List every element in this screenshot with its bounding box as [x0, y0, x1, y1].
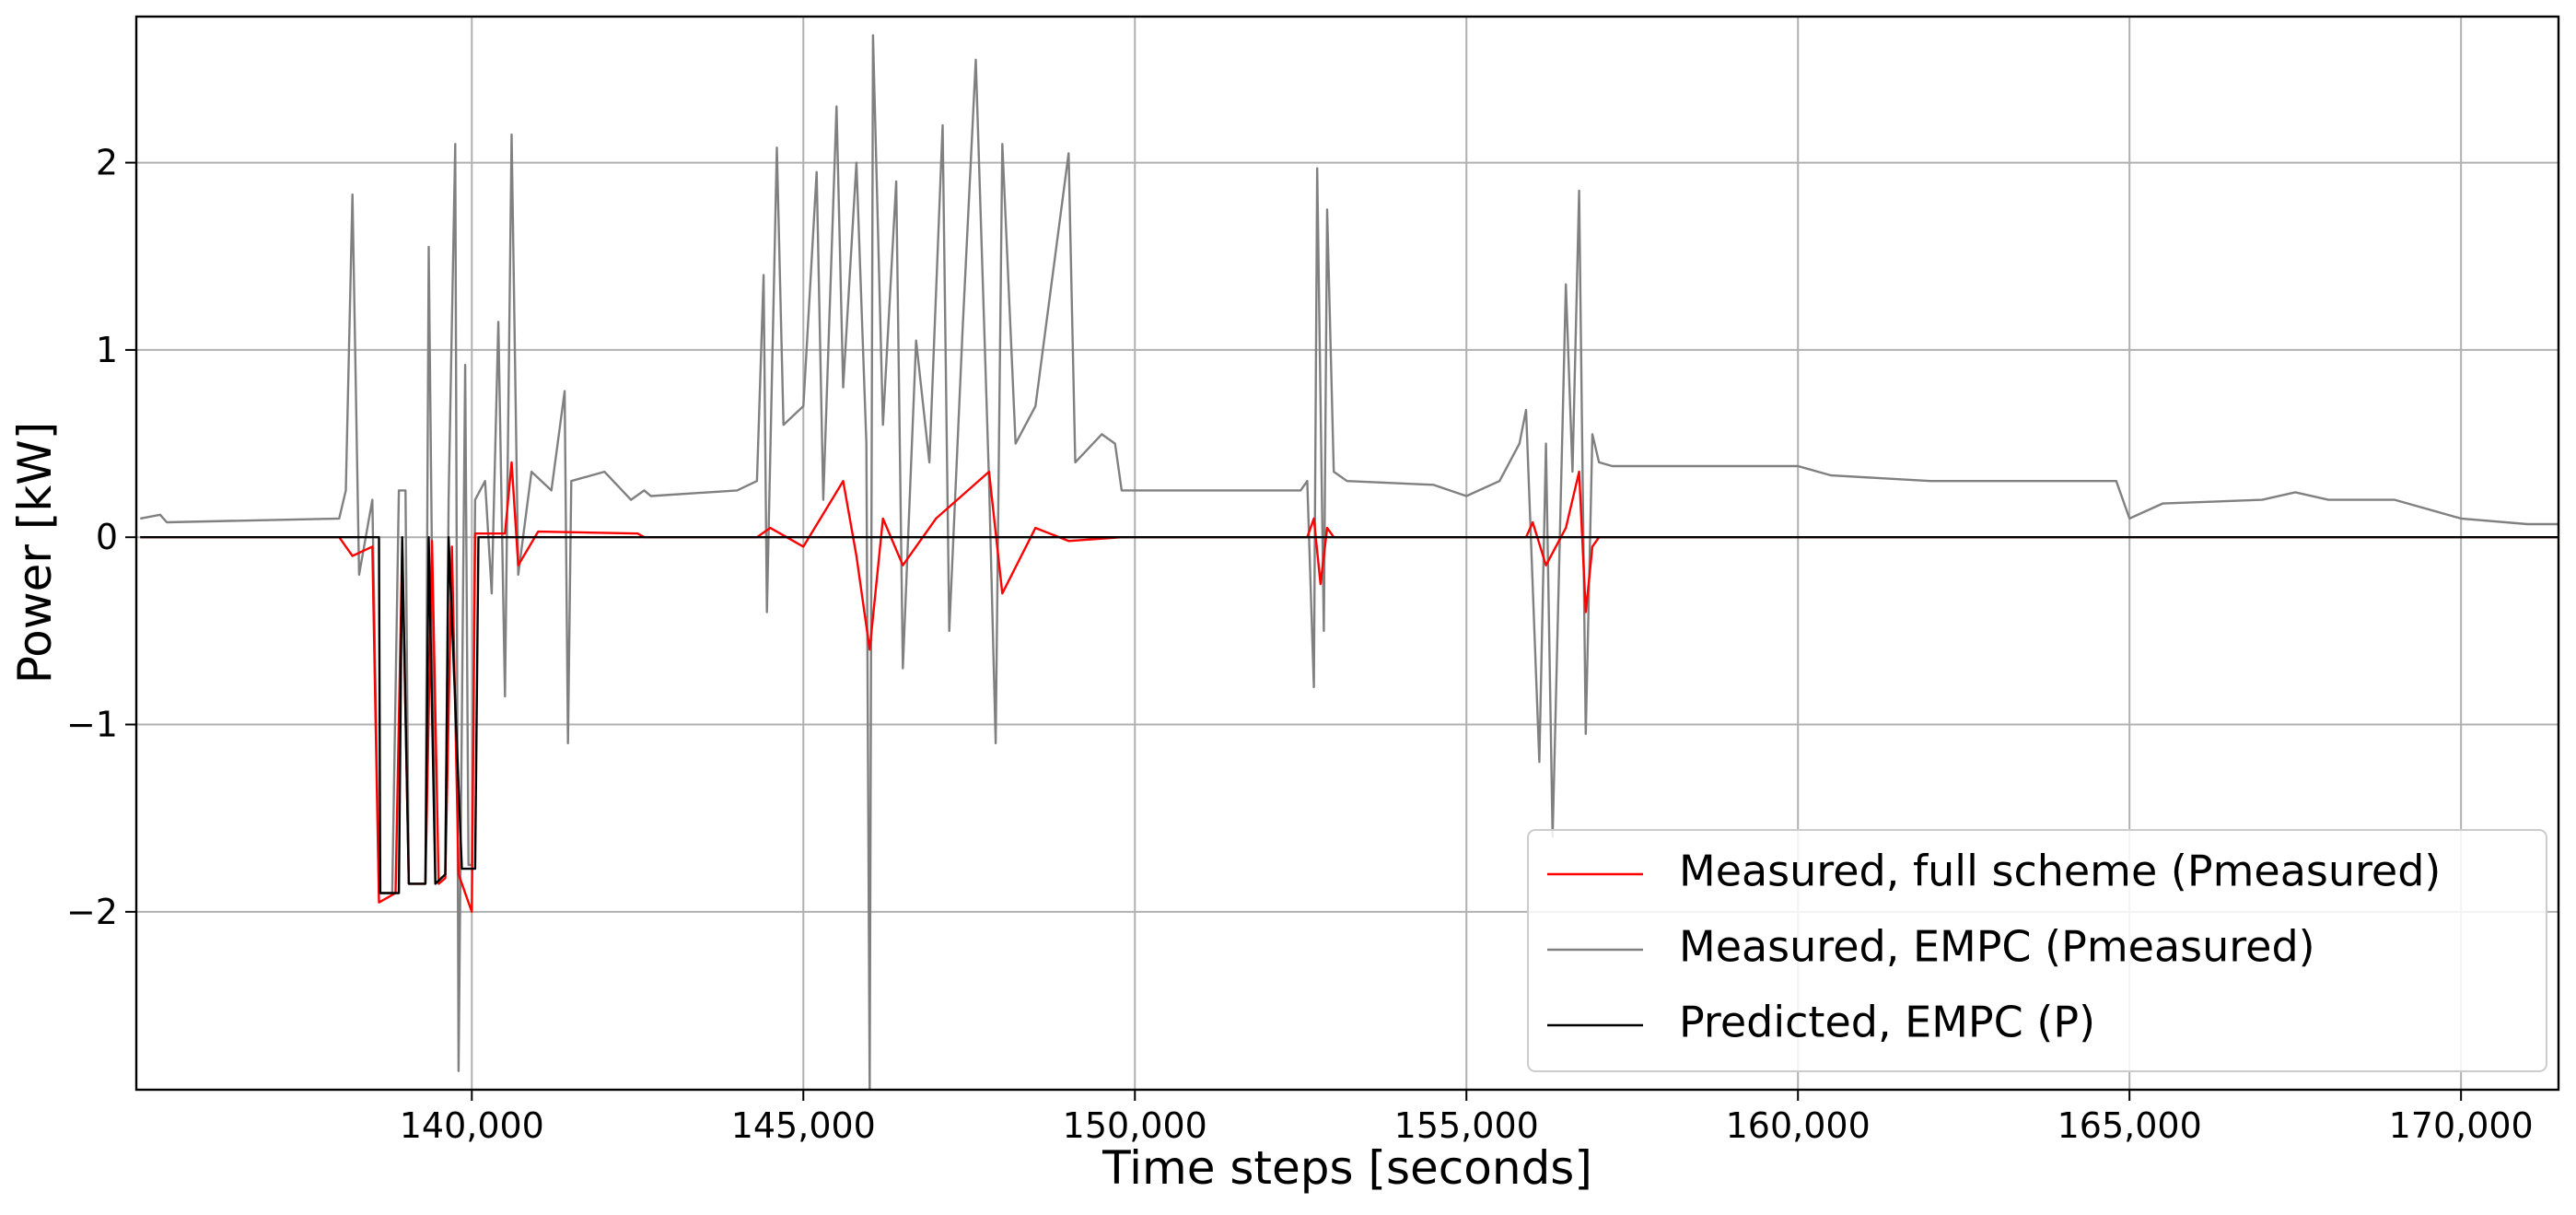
x-tick-label: 165,000 — [2057, 1105, 2202, 1146]
x-axis-label: Time steps [seconds] — [1102, 1141, 1592, 1195]
legend-box — [1527, 829, 2547, 1072]
plot-frame — [134, 15, 2560, 1092]
x-tick-label: 150,000 — [1063, 1105, 1207, 1146]
legend-label: Measured, full scheme (Pmeasured) — [1679, 847, 2441, 896]
x-tick-label: 160,000 — [1726, 1105, 1871, 1146]
y-tick-label: −1 — [66, 705, 118, 745]
y-axis-label: Power [kW] — [8, 422, 62, 683]
y-tick-label: −2 — [66, 892, 118, 932]
x-tick-label: 155,000 — [1394, 1105, 1539, 1146]
series-line — [140, 536, 2559, 894]
y-tick-label: 2 — [96, 143, 118, 183]
series-line — [140, 34, 2559, 1090]
y-tick-label: 1 — [96, 330, 118, 370]
legend-label: Predicted, EMPC (P) — [1679, 998, 2095, 1047]
y-tick-label: 0 — [96, 517, 118, 557]
legend-label: Measured, EMPC (Pmeasured) — [1679, 922, 2315, 972]
x-tick-label: 140,000 — [400, 1105, 544, 1146]
x-tick-label: 145,000 — [731, 1105, 876, 1146]
x-tick-label: 170,000 — [2389, 1105, 2534, 1146]
